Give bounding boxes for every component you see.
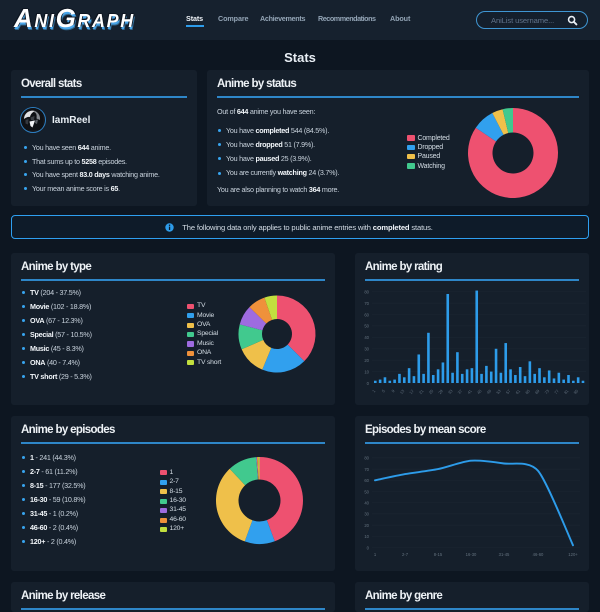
svg-text:1: 1 [374, 552, 377, 557]
svg-text:80: 80 [364, 456, 369, 461]
svg-text:45: 45 [476, 388, 483, 395]
svg-text:1: 1 [371, 388, 377, 394]
svg-text:2-7: 2-7 [402, 552, 409, 557]
svg-text:9: 9 [390, 388, 396, 394]
svg-text:17: 17 [408, 388, 415, 395]
svg-text:29: 29 [437, 388, 444, 395]
svg-text:46-60: 46-60 [533, 552, 544, 557]
svg-text:77: 77 [553, 388, 560, 395]
svg-text:13: 13 [399, 388, 406, 395]
svg-text:25: 25 [428, 388, 435, 395]
svg-text:20: 20 [364, 523, 369, 528]
svg-text:10: 10 [364, 369, 369, 374]
svg-text:61: 61 [514, 388, 521, 395]
svg-text:81: 81 [563, 388, 570, 395]
svg-text:80: 80 [364, 290, 369, 295]
svg-text:49: 49 [485, 388, 492, 395]
svg-text:73: 73 [543, 388, 550, 395]
svg-text:10: 10 [364, 534, 369, 539]
svg-text:16-30: 16-30 [466, 552, 477, 557]
svg-text:0: 0 [367, 381, 370, 386]
svg-text:60: 60 [364, 312, 369, 317]
svg-text:50: 50 [364, 324, 369, 329]
svg-text:20: 20 [364, 358, 369, 363]
svg-text:85: 85 [572, 388, 579, 395]
svg-text:40: 40 [364, 335, 369, 340]
svg-text:5: 5 [381, 388, 387, 394]
svg-text:65: 65 [524, 388, 531, 395]
svg-text:30: 30 [364, 512, 369, 517]
svg-text:53: 53 [495, 388, 502, 395]
svg-text:40: 40 [364, 501, 369, 506]
svg-text:0: 0 [367, 545, 370, 550]
svg-text:33: 33 [447, 388, 454, 395]
svg-text:60: 60 [364, 478, 369, 483]
svg-text:30: 30 [364, 347, 369, 352]
svg-text:31-45: 31-45 [499, 552, 510, 557]
svg-text:57: 57 [505, 388, 512, 395]
svg-text:41: 41 [466, 388, 473, 395]
svg-text:37: 37 [456, 388, 463, 395]
svg-text:21: 21 [418, 388, 425, 395]
svg-text:70: 70 [364, 467, 369, 472]
svg-text:120+: 120+ [568, 552, 578, 557]
svg-text:50: 50 [364, 489, 369, 494]
svg-text:69: 69 [534, 388, 541, 395]
svg-text:70: 70 [364, 301, 369, 306]
svg-text:8-15: 8-15 [434, 552, 443, 557]
